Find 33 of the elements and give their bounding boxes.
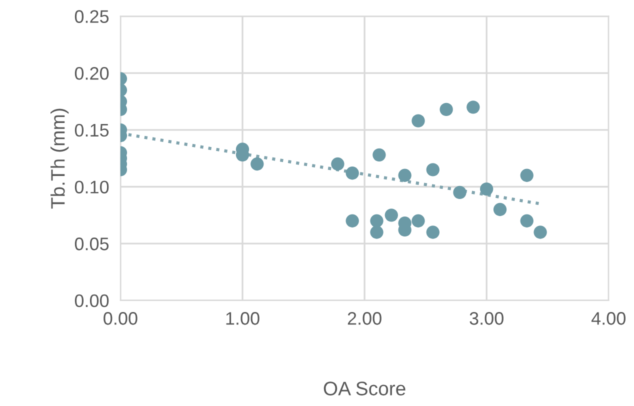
x-axis-title: OA Score: [324, 382, 406, 396]
y-tick-label: 0.20: [74, 67, 109, 80]
y-tick-label: 0.25: [74, 10, 109, 23]
point: [398, 168, 412, 182]
point: [372, 148, 386, 162]
point: [440, 102, 453, 116]
point: [412, 214, 425, 228]
point: [346, 214, 359, 228]
y-tick-label: 0.10: [74, 180, 109, 194]
x-tick-label: 3.00: [470, 312, 504, 325]
point: [331, 157, 344, 171]
point: [426, 163, 440, 176]
x-tick-label: 2.00: [348, 312, 382, 325]
y-tick-label: 0.15: [74, 124, 109, 137]
point: [453, 186, 466, 200]
y-tick-label: 0.05: [74, 238, 109, 250]
x-tick-label: 4.00: [591, 312, 626, 325]
x-tick-label: 1.00: [226, 312, 260, 325]
point: [426, 226, 440, 239]
point: [520, 214, 534, 228]
point: [466, 100, 480, 114]
point: [534, 226, 547, 239]
point: [412, 114, 425, 128]
point: [370, 226, 384, 239]
point: [370, 214, 384, 228]
y-axis-title: Tb.Th (mm): [50, 108, 69, 209]
point: [346, 166, 359, 180]
point: [493, 202, 507, 216]
point: [384, 208, 398, 222]
x-tick-label: 0.00: [104, 312, 138, 325]
point: [480, 182, 494, 196]
y-tick-label: 0.00: [74, 294, 109, 308]
point: [520, 168, 534, 182]
